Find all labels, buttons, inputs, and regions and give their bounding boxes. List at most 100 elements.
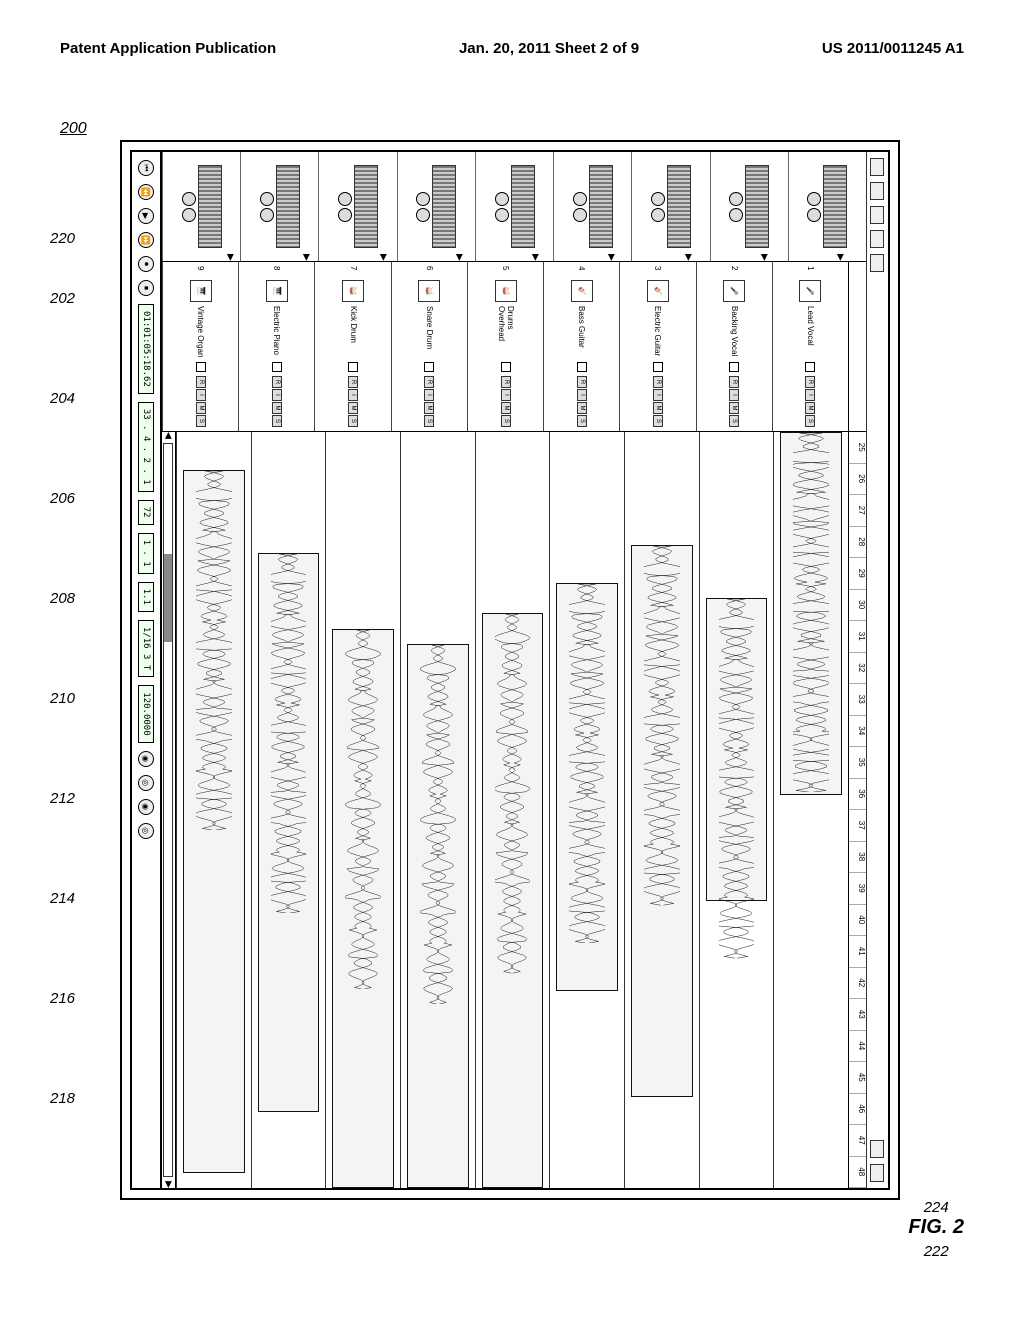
track-m-button[interactable]: M: [805, 402, 815, 414]
track-checkbox[interactable]: [729, 362, 739, 372]
track-header[interactable]: ▶6🥁Snare DrumRIMS: [391, 262, 467, 431]
audio-clip[interactable]: [183, 470, 245, 1173]
vol-knob[interactable]: [573, 208, 587, 222]
track-i-button[interactable]: I: [272, 389, 282, 401]
vol-knob[interactable]: [729, 208, 743, 222]
vol-knob[interactable]: [807, 208, 821, 222]
mixer-channel[interactable]: [318, 152, 396, 261]
pan-knob[interactable]: [729, 192, 743, 206]
track-s-button[interactable]: S: [424, 415, 434, 427]
track-m-button[interactable]: M: [501, 402, 511, 414]
track-s-button[interactable]: S: [653, 415, 663, 427]
tool-button[interactable]: [871, 1140, 885, 1158]
scroll-thumb[interactable]: [165, 554, 173, 642]
pan-knob[interactable]: [416, 192, 430, 206]
track-i-button[interactable]: I: [196, 389, 206, 401]
track-s-button[interactable]: S: [272, 415, 282, 427]
transport-mode-button[interactable]: ◉: [138, 751, 154, 767]
transport-button[interactable]: ⏪: [138, 184, 154, 200]
pan-knob[interactable]: [651, 192, 665, 206]
track-header[interactable]: ▶1🎤Lead VocalRIMS: [772, 262, 848, 431]
track-i-button[interactable]: I: [577, 389, 587, 401]
track-checkbox[interactable]: [424, 362, 434, 372]
track-i-button[interactable]: I: [805, 389, 815, 401]
mixer-channel[interactable]: [162, 152, 240, 261]
track-header[interactable]: ▶2🎤Backing VocalRIMS: [696, 262, 772, 431]
track-r-button[interactable]: R: [501, 376, 511, 388]
track-i-button[interactable]: I: [501, 389, 511, 401]
track-s-button[interactable]: S: [348, 415, 358, 427]
pan-knob[interactable]: [807, 192, 821, 206]
vol-knob[interactable]: [182, 208, 196, 222]
tool-button[interactable]: [871, 182, 885, 200]
track-header[interactable]: ▶3🎸Electric GuitarRIMS: [619, 262, 695, 431]
pan-knob[interactable]: [573, 192, 587, 206]
track-lane[interactable]: [699, 432, 774, 1188]
track-m-button[interactable]: M: [424, 402, 434, 414]
pan-knob[interactable]: [182, 192, 196, 206]
tool-button[interactable]: [871, 230, 885, 248]
track-i-button[interactable]: I: [729, 389, 739, 401]
mixer-channel[interactable]: [788, 152, 866, 261]
time-ruler[interactable]: 2526272829303132333435363738394041424344…: [848, 432, 866, 1188]
vol-knob[interactable]: [260, 208, 274, 222]
mixer-channel[interactable]: [553, 152, 631, 261]
vol-knob[interactable]: [495, 208, 509, 222]
vol-knob[interactable]: [338, 208, 352, 222]
track-i-button[interactable]: I: [424, 389, 434, 401]
pan-knob[interactable]: [338, 192, 352, 206]
track-s-button[interactable]: S: [805, 415, 815, 427]
track-lane[interactable]: [624, 432, 699, 1188]
track-i-button[interactable]: I: [348, 389, 358, 401]
track-header[interactable]: ▶4🎸Bass GuitarRIMS: [543, 262, 619, 431]
audio-clip[interactable]: [482, 613, 544, 1188]
track-m-button[interactable]: M: [348, 402, 358, 414]
scroll-left-icon[interactable]: ◀: [163, 432, 174, 439]
track-r-button[interactable]: R: [729, 376, 739, 388]
scroll-track[interactable]: [164, 443, 174, 1177]
track-r-button[interactable]: R: [424, 376, 434, 388]
transport-mode-button[interactable]: ◎: [138, 823, 154, 839]
audio-clip[interactable]: [556, 583, 618, 991]
track-checkbox[interactable]: [653, 362, 663, 372]
h-scrollbar[interactable]: ◀ ▶: [162, 432, 176, 1188]
transport-button[interactable]: ▶: [138, 208, 154, 224]
transport-mode-button[interactable]: ◎: [138, 775, 154, 791]
track-lane[interactable]: [176, 432, 251, 1188]
audio-clip[interactable]: [631, 545, 693, 1097]
track-checkbox[interactable]: [196, 362, 206, 372]
track-r-button[interactable]: R: [805, 376, 815, 388]
track-checkbox[interactable]: [577, 362, 587, 372]
mixer-channel[interactable]: [710, 152, 788, 261]
mixer-channel[interactable]: [240, 152, 318, 261]
track-lane[interactable]: [325, 432, 400, 1188]
track-m-button[interactable]: M: [729, 402, 739, 414]
track-r-button[interactable]: R: [653, 376, 663, 388]
track-m-button[interactable]: M: [653, 402, 663, 414]
track-i-button[interactable]: I: [653, 389, 663, 401]
track-m-button[interactable]: M: [196, 402, 206, 414]
transport-button[interactable]: ⏮: [138, 160, 154, 176]
transport-button[interactable]: ⏺: [138, 256, 154, 272]
mixer-channel[interactable]: [397, 152, 475, 261]
audio-clip[interactable]: [706, 598, 768, 900]
track-checkbox[interactable]: [805, 362, 815, 372]
track-s-button[interactable]: S: [577, 415, 587, 427]
mixer-channel[interactable]: [475, 152, 553, 261]
scroll-right-icon[interactable]: ▶: [163, 1181, 174, 1188]
pan-knob[interactable]: [495, 192, 509, 206]
audio-clip[interactable]: [407, 644, 469, 1188]
track-r-button[interactable]: R: [577, 376, 587, 388]
transport-button[interactable]: ⏩: [138, 232, 154, 248]
audio-clip[interactable]: [780, 432, 842, 795]
track-m-button[interactable]: M: [272, 402, 282, 414]
track-r-button[interactable]: R: [272, 376, 282, 388]
transport-mode-button[interactable]: ◉: [138, 799, 154, 815]
track-lane[interactable]: [251, 432, 326, 1188]
vol-knob[interactable]: [651, 208, 665, 222]
track-lane[interactable]: [549, 432, 624, 1188]
tool-button[interactable]: [871, 254, 885, 272]
track-header[interactable]: ▶8🎹Electric PianoRIMS: [238, 262, 314, 431]
tool-button[interactable]: [871, 1164, 885, 1182]
track-header[interactable]: ▶5🥁Drums OverheadRIMS: [467, 262, 543, 431]
